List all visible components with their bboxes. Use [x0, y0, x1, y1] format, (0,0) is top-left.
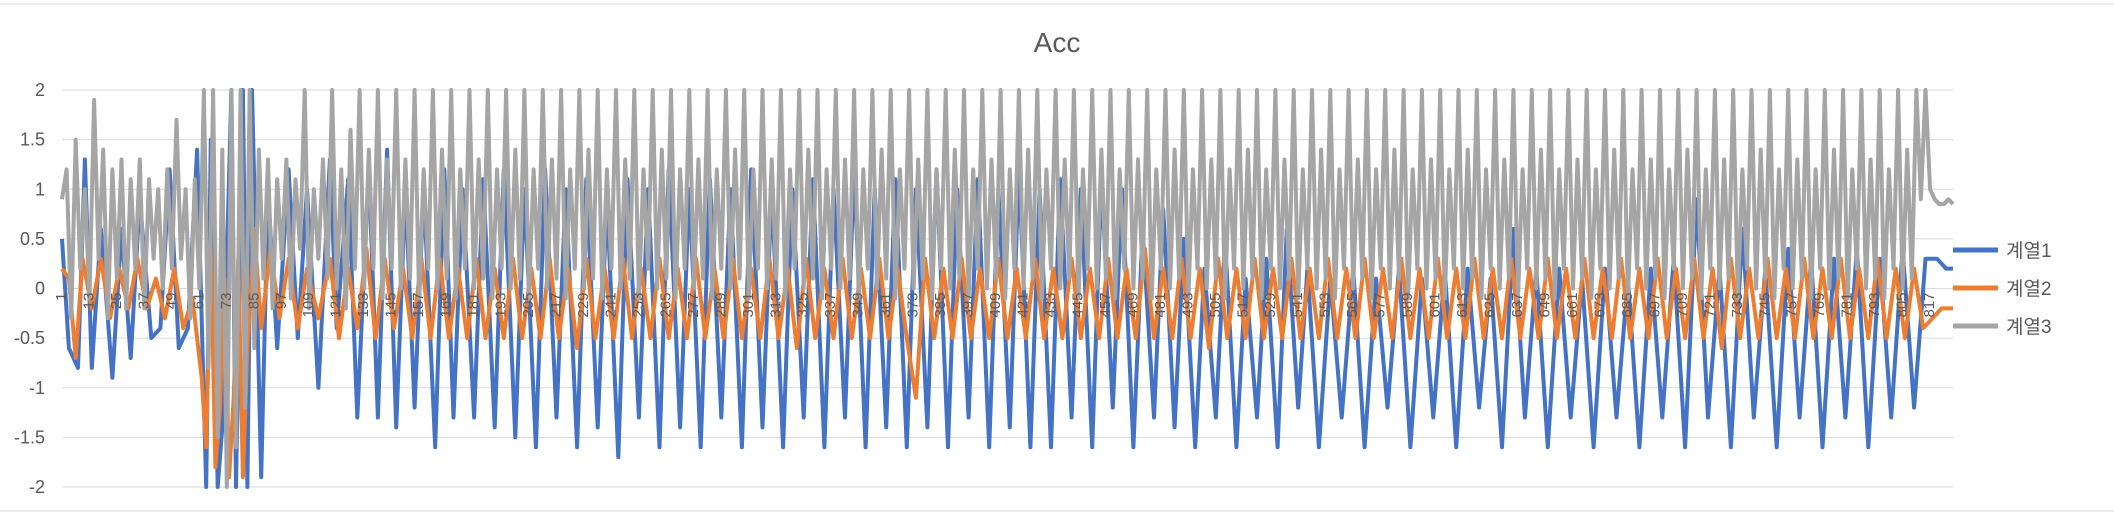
x-tick-label: 505	[1207, 292, 1224, 317]
x-tick-label: 409	[987, 293, 1004, 318]
x-tick-label: 349	[850, 293, 867, 318]
x-tick-label: 145	[383, 293, 400, 318]
x-tick-label: 433	[1042, 293, 1059, 318]
x-tick-label: 757	[1784, 292, 1801, 317]
y-tick-label: 1	[35, 179, 45, 199]
x-tick-label: 805	[1894, 292, 1911, 317]
x-tick-label: 205	[520, 292, 537, 317]
x-tick-label: 325	[795, 292, 812, 317]
x-tick-label: 637	[1509, 292, 1526, 317]
x-tick-label: 337	[822, 292, 839, 317]
legend-label-1: 계열1	[2006, 240, 2052, 262]
y-tick-label: -1.5	[14, 427, 45, 447]
series-line-3	[60, 88, 1955, 489]
x-tick-label: 733	[1729, 292, 1746, 317]
legend: 계열1 계열2 계열3	[1953, 240, 2052, 338]
series-line-2	[60, 226, 1953, 480]
x-tick-label: 373	[905, 292, 922, 317]
x-tick-label: 85	[245, 292, 262, 309]
x-tick-label: 397	[960, 293, 977, 318]
x-tick-label: 217	[547, 293, 564, 318]
x-tick-label: 697	[1646, 293, 1663, 318]
x-tick-label: 709	[1674, 293, 1691, 318]
x-tick-label: 781	[1839, 293, 1856, 318]
x-tick-label: 37	[135, 292, 152, 309]
x-tick-label: 1	[53, 293, 70, 301]
y-axis-ticks: 2 1.5 1 0.5 0 -0.5 -1 -1.5 -2	[14, 80, 45, 497]
x-tick-label: 229	[575, 293, 592, 318]
legend-label-3: 계열3	[2006, 316, 2052, 338]
x-tick-label: 541	[1289, 292, 1306, 317]
series-layer	[60, 88, 1955, 489]
x-tick-label: 613	[1454, 293, 1471, 318]
x-tick-label: 313	[767, 293, 784, 318]
x-tick-label: 109	[300, 292, 317, 317]
x-tick-label: 649	[1536, 293, 1553, 318]
x-tick-label: 793	[1866, 293, 1883, 318]
x-tick-label: 625	[1482, 293, 1499, 318]
x-tick-label: 565	[1344, 293, 1361, 318]
x-tick-label: 97	[273, 293, 290, 310]
x-tick-label: 817	[1921, 292, 1938, 317]
y-tick-label: 0	[35, 279, 45, 299]
x-tick-label: 769	[1811, 292, 1828, 317]
x-tick-label: 13	[80, 293, 97, 310]
chart-title: Acc	[1034, 27, 1081, 58]
x-tick-label: 577	[1372, 293, 1389, 318]
x-tick-label: 289	[712, 292, 729, 317]
x-tick-label: 253	[630, 292, 647, 317]
x-tick-label: 517	[1234, 292, 1251, 317]
x-tick-label: 157	[410, 292, 427, 317]
x-tick-label: 301	[740, 292, 757, 317]
x-tick-label: 277	[685, 293, 702, 318]
x-tick-label: 457	[1097, 292, 1114, 317]
x-tick-label: 133	[355, 293, 372, 318]
x-tick-label: 601	[1427, 292, 1444, 317]
x-tick-label: 553	[1317, 292, 1334, 317]
y-tick-label: 2	[35, 80, 45, 100]
x-tick-label: 121	[328, 292, 345, 317]
x-tick-label: 481	[1152, 293, 1169, 318]
x-tick-label: 493	[1179, 293, 1196, 318]
x-tick-label: 181	[465, 293, 482, 318]
x-tick-label: 49	[163, 293, 180, 310]
y-tick-label: -2	[29, 477, 45, 497]
x-tick-label: 721	[1701, 292, 1718, 317]
x-tick-label: 193	[493, 293, 510, 318]
x-tick-label: 745	[1756, 293, 1773, 318]
x-tick-label: 385	[932, 292, 949, 317]
x-tick-label: 445	[1069, 293, 1086, 318]
x-tick-label: 589	[1399, 292, 1416, 317]
x-tick-label: 685	[1619, 292, 1636, 317]
x-tick-label: 169	[438, 292, 455, 317]
x-tick-label: 25	[108, 292, 125, 309]
x-tick-label: 469	[1124, 292, 1141, 317]
legend-label-2: 계열2	[2006, 278, 2052, 300]
x-tick-label: 529	[1262, 293, 1279, 318]
x-tick-label: 61	[190, 293, 207, 310]
x-tick-label: 241	[602, 292, 619, 317]
y-tick-label: -0.5	[14, 328, 45, 348]
y-tick-label: 0.5	[20, 229, 45, 249]
x-tick-label: 361	[877, 293, 894, 318]
x-tick-label: 661	[1564, 293, 1581, 318]
y-tick-label: -1	[29, 378, 45, 398]
y-tick-label: 1.5	[20, 130, 45, 150]
x-tick-label: 73	[218, 292, 235, 309]
x-tick-label: 265	[657, 293, 674, 318]
x-axis-ticks: 1 13 25 37 49 61 73 85 97 109 121 133 145 157 169 181 19…	[53, 292, 1938, 317]
x-tick-label: 421	[1014, 292, 1031, 317]
x-tick-label: 673	[1591, 292, 1608, 317]
